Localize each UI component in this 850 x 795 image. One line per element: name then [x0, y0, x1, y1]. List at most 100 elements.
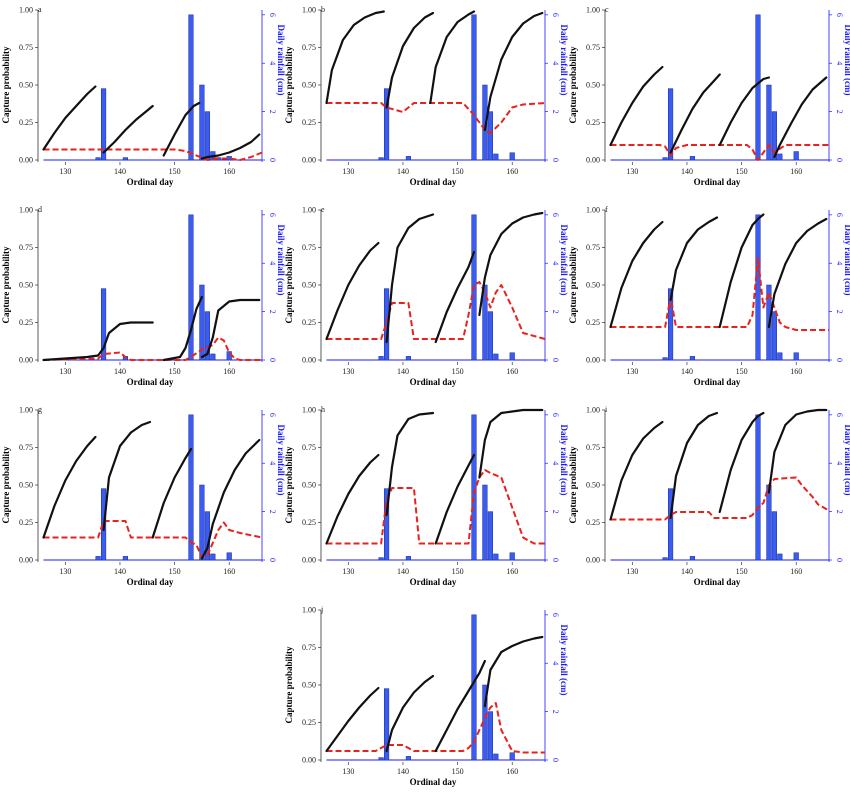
- capture-probability-line: [609, 65, 664, 147]
- y-tick-label: 0.25: [302, 718, 316, 727]
- y-tick-label: 0.00: [302, 556, 316, 565]
- y-tick-label: 0.25: [302, 518, 316, 527]
- capture-probability-line: [483, 635, 544, 708]
- rainfall-bar: [662, 157, 668, 161]
- rainfall-bar: [487, 711, 493, 761]
- capture-probability-line: [200, 133, 261, 160]
- y-tick-label: 0.50: [586, 281, 600, 290]
- y-axis-title: Capture probability: [1, 446, 11, 523]
- x-tick-label: 130: [59, 367, 71, 376]
- capture-probability-line: [200, 298, 261, 359]
- x-tick-label: 150: [169, 567, 181, 576]
- rainfall-bar: [226, 552, 232, 561]
- y-tick-label: 0.25: [19, 318, 33, 327]
- capture-probability-line: [767, 217, 828, 329]
- panel-label: g: [38, 405, 42, 414]
- y2-tick-label: 0: [551, 158, 560, 162]
- panel-label: c: [605, 5, 609, 14]
- capture-probability-line: [162, 295, 203, 362]
- y-tick-label: 0.75: [586, 43, 600, 52]
- y-tick-label: 0.50: [19, 281, 33, 290]
- dashed-series-line: [326, 102, 546, 134]
- rainfall-bar: [689, 556, 695, 561]
- y-tick-label: 0.50: [586, 81, 600, 90]
- rainfall-bar: [204, 111, 210, 161]
- x-axis-title: Ordinal day: [410, 777, 457, 787]
- y-axis-title: Capture probability: [568, 46, 578, 123]
- capture-probability-line: [102, 420, 152, 532]
- y-tick-label: 1.00: [302, 206, 316, 215]
- y-tick-label: 0.00: [302, 156, 316, 165]
- y-tick-label: 0.00: [19, 156, 33, 165]
- rainfall-bar: [777, 153, 783, 161]
- x-tick-label: 130: [342, 367, 354, 376]
- capture-probability-line: [200, 438, 261, 560]
- capture-probability-line: [669, 73, 721, 154]
- y2-tick-label: 4: [551, 461, 560, 465]
- y2-tick-label: 0: [835, 558, 844, 562]
- rainfall-bar: [199, 484, 205, 561]
- rainfall-bar: [378, 157, 384, 161]
- y-tick-label: 0.75: [586, 243, 600, 252]
- capture-probability-line: [151, 447, 193, 539]
- x-tick-label: 150: [736, 567, 748, 576]
- x-tick-label: 140: [114, 167, 126, 176]
- y2-axis-title: Daily rainfall (cm): [559, 625, 569, 696]
- y2-axis-title: Daily rainfall (cm): [559, 225, 569, 296]
- y2-tick-label: 2: [835, 510, 844, 514]
- y2-axis-title: Daily rainfall (cm): [559, 25, 569, 96]
- x-tick-label: 140: [397, 767, 409, 776]
- y2-axis-title: Daily rainfall (cm): [843, 425, 850, 496]
- capture-probability-line: [718, 411, 765, 514]
- y2-tick-label: 2: [835, 110, 844, 114]
- rainfall-bar: [667, 488, 674, 561]
- rainfall-bar: [793, 352, 799, 361]
- y-tick-label: 0.25: [19, 518, 33, 527]
- rainfall-bar: [405, 756, 411, 761]
- rainfall-bar: [122, 157, 128, 161]
- y2-tick-label: 2: [551, 110, 560, 114]
- y-tick-label: 0.50: [586, 481, 600, 490]
- capture-probability-line: [434, 250, 476, 344]
- x-tick-label: 160: [506, 567, 518, 576]
- rainfall-bar: [95, 157, 101, 161]
- y2-tick-label: 6: [835, 413, 844, 417]
- x-tick-label: 140: [681, 367, 693, 376]
- y-tick-label: 0.00: [586, 156, 600, 165]
- rainfall-bar: [509, 752, 515, 761]
- x-tick-label: 160: [223, 567, 235, 576]
- rainfall-bar: [509, 552, 515, 561]
- y-axis-title: Capture probability: [568, 446, 578, 523]
- rainfall-bar: [793, 151, 799, 161]
- capture-probability-line: [718, 76, 770, 147]
- y-tick-label: 0.50: [302, 281, 316, 290]
- y-tick-label: 0.75: [302, 643, 316, 652]
- y-tick-label: 1.00: [19, 406, 33, 415]
- rainfall-bar: [493, 153, 499, 161]
- rainfall-bar: [122, 556, 128, 561]
- y2-tick-label: 6: [835, 213, 844, 217]
- x-axis-title: Ordinal day: [127, 177, 174, 187]
- y2-tick-label: 4: [551, 61, 560, 65]
- y2-tick-label: 4: [835, 261, 844, 265]
- y-axis-title: Capture probability: [284, 446, 294, 523]
- y-tick-label: 0.50: [302, 681, 316, 690]
- y-tick-label: 0.25: [586, 118, 600, 127]
- rainfall-bar: [755, 214, 761, 361]
- y2-axis-title: Daily rainfall (cm): [843, 25, 850, 96]
- y-tick-label: 1.00: [586, 6, 600, 15]
- x-tick-label: 150: [736, 167, 748, 176]
- chart-panel-d: d 0.00 0.25 0.50 0.75 1.00 Capture probability…: [1, 205, 286, 387]
- chart-panel-a: a 0.00 0.25 0.50 0.75 1.00 Capture probability…: [1, 5, 286, 187]
- x-axis-title: Ordinal day: [410, 577, 457, 587]
- x-tick-label: 160: [223, 167, 235, 176]
- capture-probability-line: [483, 11, 544, 132]
- rainfall-bar: [188, 214, 194, 361]
- y2-axis-title: Daily rainfall (cm): [276, 225, 286, 296]
- y2-tick-label: 6: [268, 13, 277, 17]
- y-axis-title: Capture probability: [1, 46, 11, 123]
- rainfall-bar: [199, 284, 205, 361]
- capture-probability-line: [429, 10, 476, 105]
- x-tick-label: 130: [342, 767, 354, 776]
